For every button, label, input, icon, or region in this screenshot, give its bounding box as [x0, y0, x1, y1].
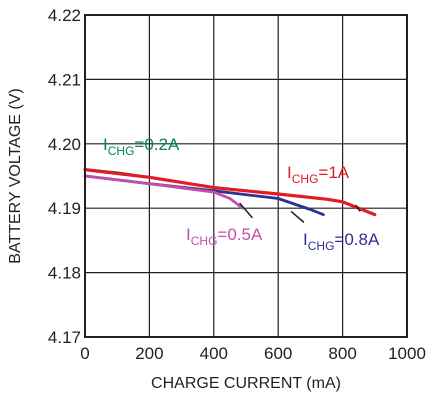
x-tick-label: 200 [135, 344, 163, 363]
y-tick-label: 4.17 [48, 328, 81, 347]
x-tick-label: 600 [264, 344, 292, 363]
series-label-0p5a: ICHG=0.5A [186, 225, 263, 248]
series-label-0p2a: ICHG=0.2A [103, 135, 180, 158]
series-lines [83, 168, 377, 217]
y-tick-labels: 4.17 4.18 4.19 4.20 4.21 4.22 [48, 6, 81, 347]
x-tick-label: 1000 [388, 344, 426, 363]
y-axis-label: BATTERY VOLTAGE (V) [7, 88, 24, 263]
y-tick-label: 4.20 [48, 135, 81, 154]
grid [85, 15, 407, 337]
plot-frame [84, 14, 408, 338]
x-axis-label: CHARGE CURRENT (mA) [151, 375, 341, 392]
series-label-0p8a: ICHG=0.8A [303, 230, 380, 253]
series-line-2 [83, 174, 245, 210]
series-line-1 [83, 168, 377, 217]
x-tick-label: 400 [200, 344, 228, 363]
x-tick-label: 0 [80, 344, 89, 363]
annotation-leaders [238, 202, 361, 223]
leader-line [290, 210, 305, 223]
y-tick-label: 4.19 [48, 199, 81, 218]
series-label-1a: ICHG=1A [287, 163, 350, 186]
x-tick-label: 800 [328, 344, 356, 363]
y-tick-label: 4.21 [48, 70, 81, 89]
x-tick-labels: 0 200 400 600 800 1000 [80, 344, 426, 363]
leader-line [354, 204, 361, 212]
y-tick-label: 4.18 [48, 264, 81, 283]
y-tick-label: 4.22 [48, 6, 81, 25]
leader-line [238, 202, 254, 219]
